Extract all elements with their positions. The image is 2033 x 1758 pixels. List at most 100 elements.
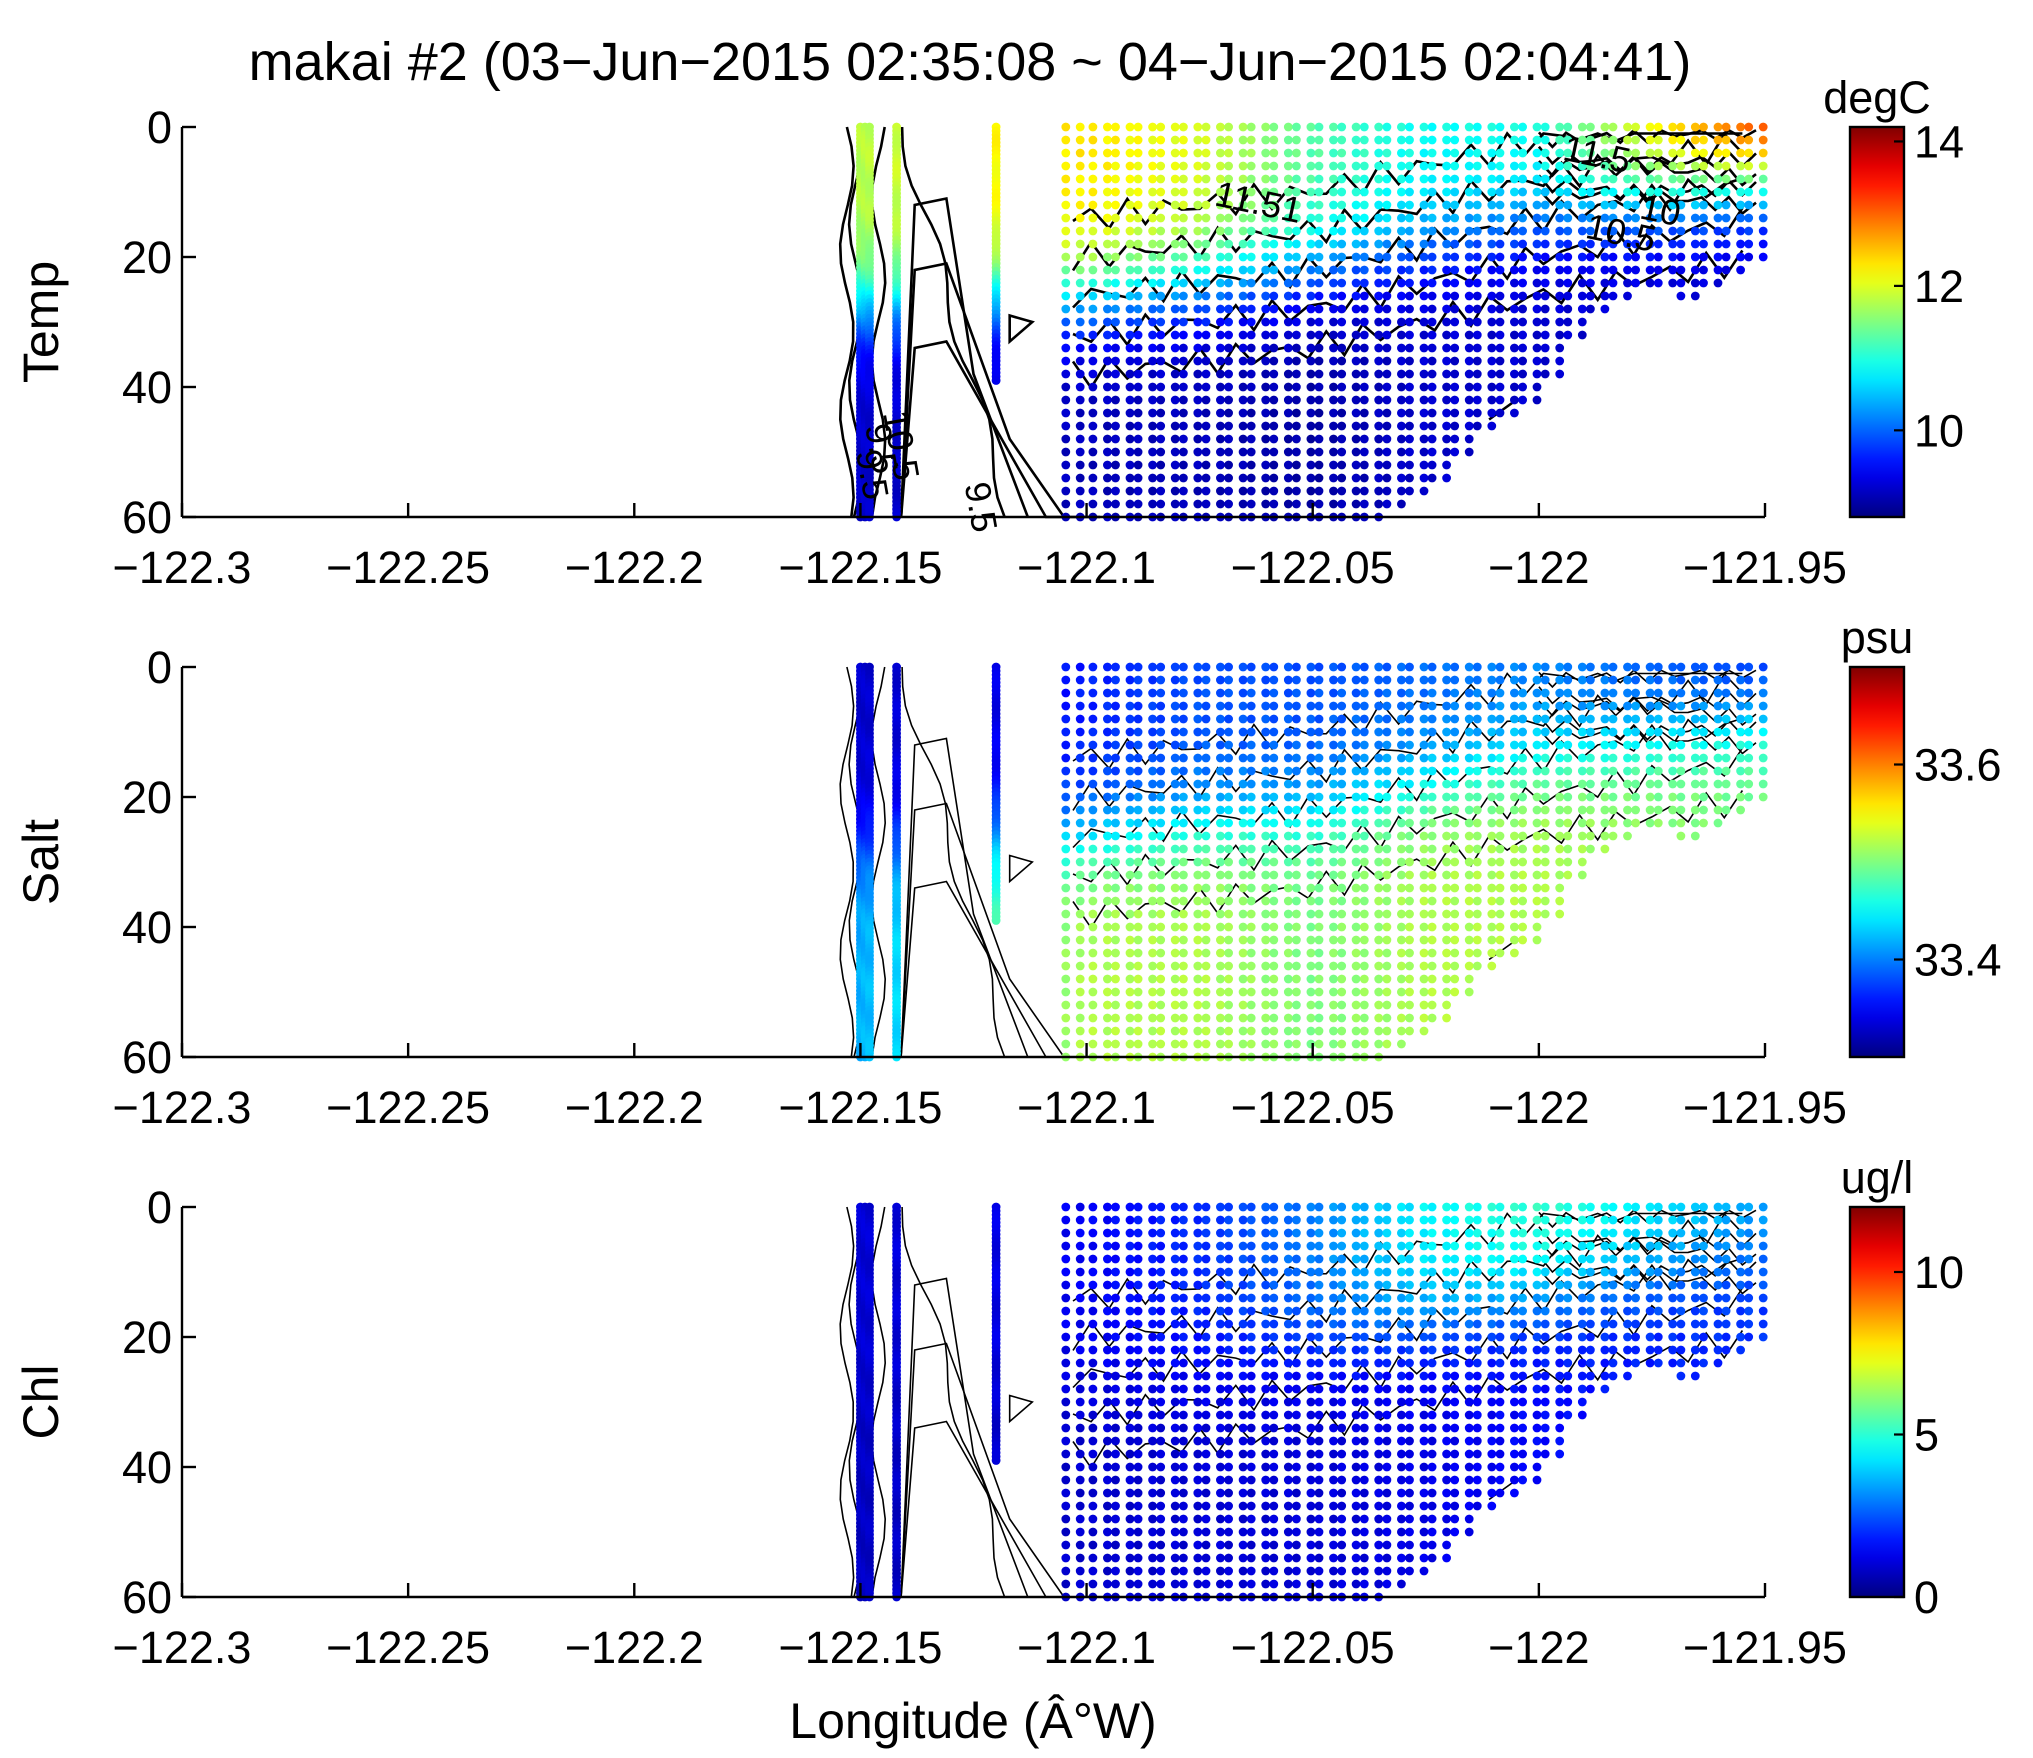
data-point: [1419, 831, 1429, 841]
y-tick-label: 0: [147, 102, 172, 153]
data-point: [1103, 818, 1112, 828]
data-point: [1306, 844, 1316, 854]
x-tick-label: −122.2: [565, 1082, 704, 1133]
data-point: [1170, 1306, 1180, 1316]
data-point: [1224, 356, 1233, 366]
data-point: [1179, 922, 1188, 932]
data-point: [1495, 213, 1505, 223]
data-point: [1201, 1000, 1211, 1010]
data-point: [1405, 460, 1414, 470]
data-point: [1472, 239, 1482, 249]
data-point: [1283, 987, 1293, 997]
data-point: [1351, 213, 1361, 223]
data-point: [1088, 1423, 1098, 1433]
data-point: [1563, 239, 1573, 249]
data-point: [1510, 213, 1519, 223]
data-point: [1577, 330, 1587, 340]
data-point: [1216, 174, 1225, 184]
data-point: [1314, 395, 1324, 405]
data-point: [1111, 714, 1120, 724]
data-point: [1103, 434, 1112, 444]
data-point: [1382, 252, 1392, 262]
data-point: [1563, 148, 1573, 158]
data-point: [1170, 870, 1180, 880]
data-point: [1337, 831, 1347, 841]
data-point: [1075, 187, 1085, 197]
data-point: [1148, 1475, 1157, 1485]
data-point: [1608, 701, 1618, 711]
data-point: [1170, 1358, 1180, 1368]
data-point: [1238, 161, 1248, 171]
data-point: [1351, 909, 1361, 919]
data-point: [1472, 766, 1482, 776]
data-point: [1125, 356, 1135, 366]
data-point: [1314, 174, 1324, 184]
data-point: [1088, 434, 1098, 444]
data-point: [1699, 805, 1708, 815]
data-point: [1292, 200, 1301, 210]
data-point: [1061, 213, 1071, 223]
data-point: [1261, 382, 1271, 392]
data-point: [1170, 1384, 1180, 1394]
data-point: [1314, 317, 1324, 327]
data-point: [1758, 714, 1768, 724]
data-point: [1668, 753, 1678, 763]
data-point: [1397, 226, 1406, 236]
data-point: [1193, 122, 1203, 132]
data-point: [1631, 753, 1640, 763]
data-point: [1283, 187, 1293, 197]
data-point: [1450, 291, 1460, 301]
data-point: [1690, 174, 1700, 184]
data-point: [1238, 792, 1248, 802]
data-point: [1314, 291, 1324, 301]
data-point: [1563, 805, 1573, 815]
data-point: [1193, 1241, 1203, 1251]
data-point: [1061, 1319, 1071, 1329]
data-point: [1464, 421, 1474, 431]
data-point: [1374, 961, 1384, 971]
data-point: [1306, 805, 1316, 815]
data-point: [1532, 252, 1542, 262]
data-point: [1631, 727, 1640, 737]
data-point: [1314, 896, 1324, 906]
data-point: [1442, 408, 1451, 418]
data-point: [1653, 148, 1663, 158]
data-point: [1758, 688, 1768, 698]
data-point: [1510, 395, 1519, 405]
data-point: [1464, 805, 1474, 815]
data-point: [1133, 1384, 1143, 1394]
data-point: [1179, 1501, 1188, 1511]
data-point: [1631, 265, 1640, 275]
data-point: [1216, 382, 1225, 392]
data-point: [1216, 727, 1225, 737]
data-point: [1148, 1267, 1157, 1277]
data-point: [1261, 291, 1271, 301]
data-point: [1283, 1026, 1293, 1036]
data-point: [1306, 987, 1316, 997]
data-point: [1075, 766, 1085, 776]
data-point: [1261, 727, 1271, 737]
data-point: [1623, 148, 1632, 158]
data-point: [1442, 226, 1451, 236]
data-point: [1193, 408, 1203, 418]
data-point: [1061, 922, 1071, 932]
data-point: [1179, 291, 1188, 301]
data-point: [1148, 779, 1157, 789]
data-point: [1555, 740, 1565, 750]
data-point: [1075, 174, 1085, 184]
data-point: [1736, 239, 1745, 249]
data-point: [1306, 304, 1316, 314]
data-point: [1427, 395, 1437, 405]
data-point: [1442, 421, 1451, 431]
data-point: [1555, 792, 1565, 802]
data-point: [1125, 1462, 1135, 1472]
data-point: [1314, 909, 1324, 919]
data-point: [1148, 1202, 1157, 1212]
data-point: [1283, 291, 1293, 301]
data-point: [1397, 265, 1406, 275]
data-point: [1111, 1501, 1120, 1511]
data-point: [1075, 395, 1085, 405]
data-point: [1668, 122, 1678, 132]
data-point: [1193, 688, 1203, 698]
data-point: [991, 1456, 1001, 1465]
